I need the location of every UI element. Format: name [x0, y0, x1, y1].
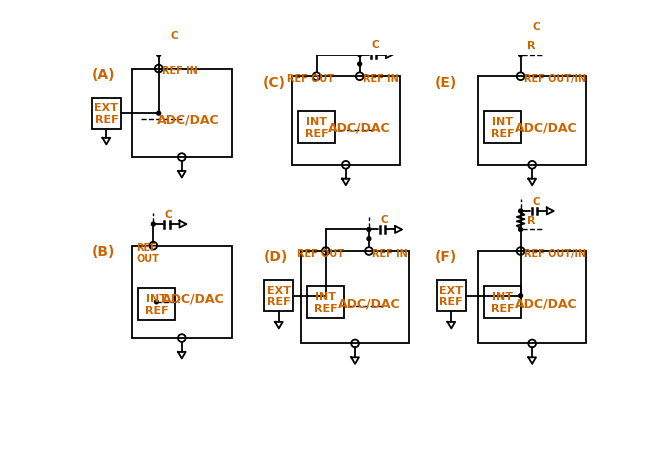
Text: (F): (F): [434, 250, 456, 264]
Circle shape: [519, 210, 523, 213]
Text: (E): (E): [434, 75, 456, 89]
Bar: [298, 112, 335, 144]
Text: C: C: [371, 40, 379, 50]
Text: C: C: [380, 215, 388, 225]
Bar: [307, 286, 344, 319]
Circle shape: [157, 54, 160, 57]
Bar: [301, 251, 409, 344]
Text: REF OUT: REF OUT: [297, 249, 344, 258]
Circle shape: [519, 54, 523, 57]
Text: (B): (B): [92, 244, 115, 258]
Bar: [138, 288, 175, 321]
Text: C: C: [165, 209, 172, 219]
Circle shape: [154, 300, 158, 304]
Text: ADC/DAC: ADC/DAC: [515, 121, 577, 134]
Bar: [292, 77, 400, 165]
Bar: [484, 112, 521, 144]
Bar: [478, 77, 586, 165]
Bar: [132, 246, 232, 338]
Text: INT
REF: INT REF: [491, 291, 515, 313]
Circle shape: [367, 237, 371, 241]
Text: INT
REF: INT REF: [305, 117, 328, 138]
Text: REF IN: REF IN: [363, 74, 399, 84]
Circle shape: [519, 294, 523, 298]
Text: INT
REF: INT REF: [491, 117, 515, 138]
Text: C: C: [532, 22, 539, 32]
Circle shape: [519, 228, 523, 232]
Text: C: C: [532, 196, 539, 206]
Text: ADC/DAC: ADC/DAC: [162, 292, 225, 305]
Circle shape: [358, 54, 362, 57]
Bar: [92, 99, 121, 129]
Circle shape: [519, 35, 523, 39]
Circle shape: [358, 63, 362, 67]
Text: (C): (C): [262, 75, 286, 89]
Circle shape: [367, 228, 371, 232]
Bar: [132, 69, 232, 158]
Text: ADC/DAC: ADC/DAC: [328, 121, 391, 134]
Bar: [264, 281, 293, 312]
Bar: [484, 286, 521, 319]
Text: EXT
REF: EXT REF: [440, 285, 463, 307]
Text: R: R: [527, 41, 535, 51]
Text: REF IN: REF IN: [162, 66, 197, 76]
Text: INT
REF: INT REF: [314, 291, 338, 313]
Text: REF
OUT: REF OUT: [136, 242, 159, 264]
Bar: [437, 281, 466, 312]
Text: REF OUT/IN: REF OUT/IN: [523, 249, 586, 258]
Text: REF IN: REF IN: [372, 249, 408, 258]
Circle shape: [157, 44, 160, 48]
Text: ADC/DAC: ADC/DAC: [156, 113, 219, 126]
Text: R: R: [527, 216, 535, 226]
Circle shape: [152, 223, 155, 226]
Text: (D): (D): [264, 250, 289, 264]
Bar: [478, 251, 586, 344]
Text: REF OUT: REF OUT: [287, 74, 334, 84]
Text: EXT
REF: EXT REF: [95, 103, 118, 125]
Text: C: C: [170, 31, 178, 41]
Text: EXT
REF: EXT REF: [267, 285, 291, 307]
Circle shape: [157, 112, 160, 116]
Text: REF OUT/IN: REF OUT/IN: [523, 74, 586, 84]
Text: ADC/DAC: ADC/DAC: [515, 297, 577, 310]
Text: (A): (A): [92, 68, 115, 82]
Text: INT
REF: INT REF: [144, 294, 168, 315]
Text: ADC/DAC: ADC/DAC: [338, 297, 400, 310]
